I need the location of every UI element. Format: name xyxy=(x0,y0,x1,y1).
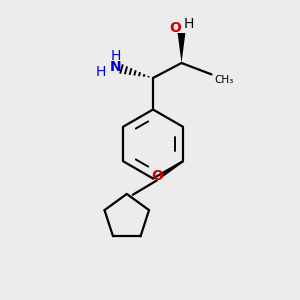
Text: H: H xyxy=(111,50,121,63)
Text: O: O xyxy=(152,169,164,183)
Text: H: H xyxy=(184,17,194,31)
Text: H: H xyxy=(96,65,106,79)
Text: N: N xyxy=(110,60,121,74)
Text: O: O xyxy=(169,21,181,34)
Text: CH₃: CH₃ xyxy=(214,75,233,85)
Polygon shape xyxy=(178,33,185,63)
